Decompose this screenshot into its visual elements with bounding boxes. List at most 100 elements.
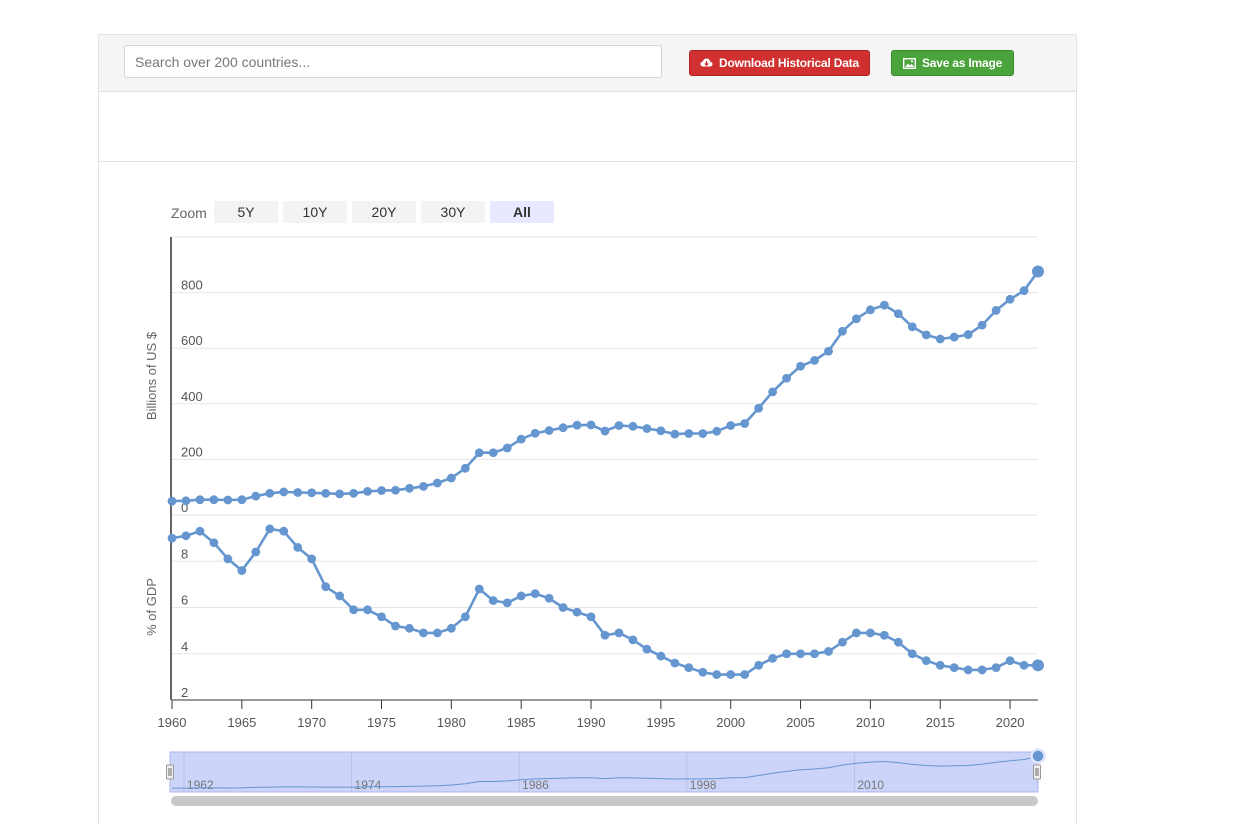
data-point[interactable] [963,665,973,675]
data-point[interactable] [907,322,917,332]
save-as-image-button[interactable]: Save as Image [891,50,1014,76]
zoom-button-10y[interactable]: 10Y [283,201,347,223]
data-point[interactable] [921,656,931,666]
data-point[interactable] [712,670,722,679]
data-point[interactable] [810,356,819,365]
data-point[interactable] [181,531,191,541]
data-point[interactable] [893,309,903,319]
data-point[interactable] [544,426,554,435]
data-point[interactable] [209,495,219,505]
data-point[interactable] [893,637,903,647]
data-point[interactable] [670,429,680,439]
zoom-button-30y[interactable]: 30Y [421,201,485,223]
data-point[interactable] [446,473,456,483]
data-point[interactable] [363,605,372,615]
download-historical-data-button[interactable]: Download Historical Data [689,50,870,76]
data-point[interactable] [684,429,694,438]
data-point[interactable] [321,582,331,592]
data-point[interactable] [879,630,889,640]
data-point[interactable] [907,649,917,659]
data-point[interactable] [432,628,442,638]
data-point[interactable] [167,533,177,543]
data-point[interactable] [586,612,596,622]
data-point[interactable] [977,665,987,675]
data-point[interactable] [488,596,498,605]
data-point[interactable] [363,486,372,496]
data-point[interactable] [419,481,428,491]
data-point[interactable] [782,649,791,659]
country-search-input[interactable] [124,45,662,78]
data-point[interactable] [167,496,177,506]
data-point[interactable] [628,635,638,645]
data-point[interactable] [558,603,568,612]
data-point[interactable] [656,426,666,436]
data-point[interactable] [796,649,805,659]
data-point[interactable] [251,491,261,501]
data-point[interactable] [852,314,861,324]
data-point[interactable] [516,591,526,601]
data-point[interactable] [977,320,987,330]
data-point[interactable] [223,495,233,505]
data-point[interactable] [544,593,554,603]
data-point[interactable] [572,607,582,617]
data-point[interactable] [824,647,833,656]
data-point[interactable] [237,495,247,505]
data-point[interactable] [614,421,624,430]
data-point[interactable] [1032,659,1044,672]
data-point[interactable] [419,628,428,638]
data-point[interactable] [698,429,708,438]
data-point[interactable] [865,628,875,638]
zoom-button-all[interactable]: All [490,201,554,223]
data-point[interactable] [237,566,247,575]
data-point[interactable] [335,591,345,601]
data-point[interactable] [488,448,498,458]
navigator-scrollbar[interactable] [171,796,1038,806]
data-point[interactable] [293,488,303,497]
data-point[interactable] [684,663,694,673]
data-point[interactable] [307,554,317,564]
data-point[interactable] [935,334,945,344]
data-point[interactable] [474,448,484,458]
data-point[interactable] [698,667,708,677]
zoom-button-20y[interactable]: 20Y [352,201,416,223]
data-point[interactable] [614,628,624,638]
data-point[interactable] [195,495,205,505]
data-point[interactable] [335,489,345,499]
data-point[interactable] [349,605,358,615]
data-point[interactable] [852,628,861,638]
data-point[interactable] [740,670,750,679]
data-point[interactable] [391,485,400,495]
data-point[interactable] [628,421,638,431]
data-point[interactable] [391,621,400,631]
data-point[interactable] [502,443,512,453]
data-point[interactable] [824,346,833,356]
data-point[interactable] [223,554,233,564]
data-point[interactable] [558,423,568,433]
data-point[interactable] [321,488,331,498]
data-point[interactable] [1005,294,1015,304]
data-point[interactable] [768,387,778,397]
data-point[interactable] [600,426,610,436]
data-point[interactable] [754,660,764,670]
data-point[interactable] [279,487,289,497]
navigator-left-handle[interactable] [166,764,174,780]
data-point[interactable] [474,584,484,594]
data-point[interactable] [656,651,666,661]
data-point[interactable] [810,649,819,659]
data-point[interactable] [670,658,680,668]
data-point[interactable] [838,326,847,336]
data-point[interactable] [530,589,540,599]
data-point[interactable] [726,670,736,679]
data-point[interactable] [754,403,764,413]
data-point[interactable] [879,300,889,310]
data-point[interactable] [782,373,791,383]
data-point[interactable] [642,644,652,654]
data-point[interactable] [1032,265,1044,278]
data-point[interactable] [349,488,358,498]
navigator-right-handle[interactable] [1033,764,1041,780]
data-point[interactable] [446,623,456,633]
data-point[interactable] [768,653,778,663]
data-point[interactable] [712,426,722,436]
data-point[interactable] [251,547,261,557]
data-point[interactable] [963,330,973,339]
